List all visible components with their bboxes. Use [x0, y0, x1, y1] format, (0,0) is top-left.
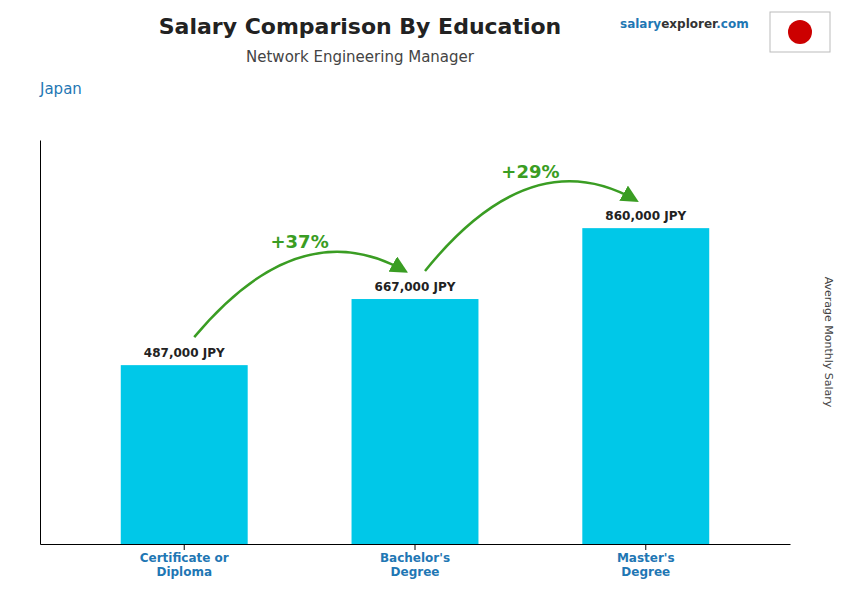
- x-tick-label: Bachelor'sDegree: [380, 551, 450, 579]
- x-axis: Certificate orDiplomaBachelor'sDegreeMas…: [41, 544, 791, 579]
- change-label: +37%: [271, 231, 329, 252]
- bar: [352, 299, 479, 544]
- value-label: 667,000 JPY: [375, 280, 456, 294]
- x-tick: Certificate orDiploma: [140, 544, 229, 579]
- x-tick-mark: [415, 544, 416, 550]
- x-tick-label-line: Bachelor's: [380, 551, 450, 565]
- watermark-part: salary: [620, 17, 661, 31]
- bar: [121, 365, 248, 544]
- flag-field: [770, 12, 830, 52]
- x-tick-mark: [184, 544, 185, 550]
- x-tick-mark: [645, 544, 646, 550]
- y-axis-title: Average Monthly Salary: [822, 277, 835, 408]
- flag: [770, 12, 830, 52]
- subtitle: Network Engineering Manager: [246, 48, 475, 66]
- change-arrow: [194, 252, 405, 337]
- x-tick-label-line: Certificate or: [140, 551, 229, 565]
- bars: [121, 228, 709, 544]
- value-labels: 487,000 JPY 667,000 JPY 860,000 JPY: [144, 209, 687, 360]
- x-tick-label-line: Diploma: [156, 565, 212, 579]
- x-tick-label: Master'sDegree: [617, 551, 675, 579]
- watermark-part: explorer: [661, 17, 718, 31]
- country: Japan: [39, 80, 82, 98]
- x-tick-label: Certificate orDiploma: [140, 551, 229, 579]
- title: Salary Comparison By Education: [159, 14, 562, 39]
- value-label: 487,000 JPY: [144, 346, 225, 360]
- change-arrow: [425, 181, 636, 271]
- y-axis-line: [40, 141, 41, 545]
- watermark-part: .com: [716, 17, 748, 31]
- bar: [582, 228, 709, 544]
- x-tick-label-line: Master's: [617, 551, 675, 565]
- x-tick-label-line: Degree: [621, 565, 670, 579]
- x-tick: Master'sDegree: [617, 544, 675, 579]
- y-axis: [40, 141, 41, 545]
- x-tick: Bachelor'sDegree: [380, 544, 450, 579]
- value-label: 860,000 JPY: [605, 209, 686, 223]
- chart-svg: Salary Comparison By Education Network En…: [0, 0, 850, 606]
- flag-disc: [788, 20, 812, 44]
- x-tick-label-line: Degree: [391, 565, 440, 579]
- change-label: +29%: [501, 161, 559, 182]
- change-annotations: +37% +29%: [194, 161, 636, 337]
- watermark: salaryexplorer.com: [620, 17, 749, 31]
